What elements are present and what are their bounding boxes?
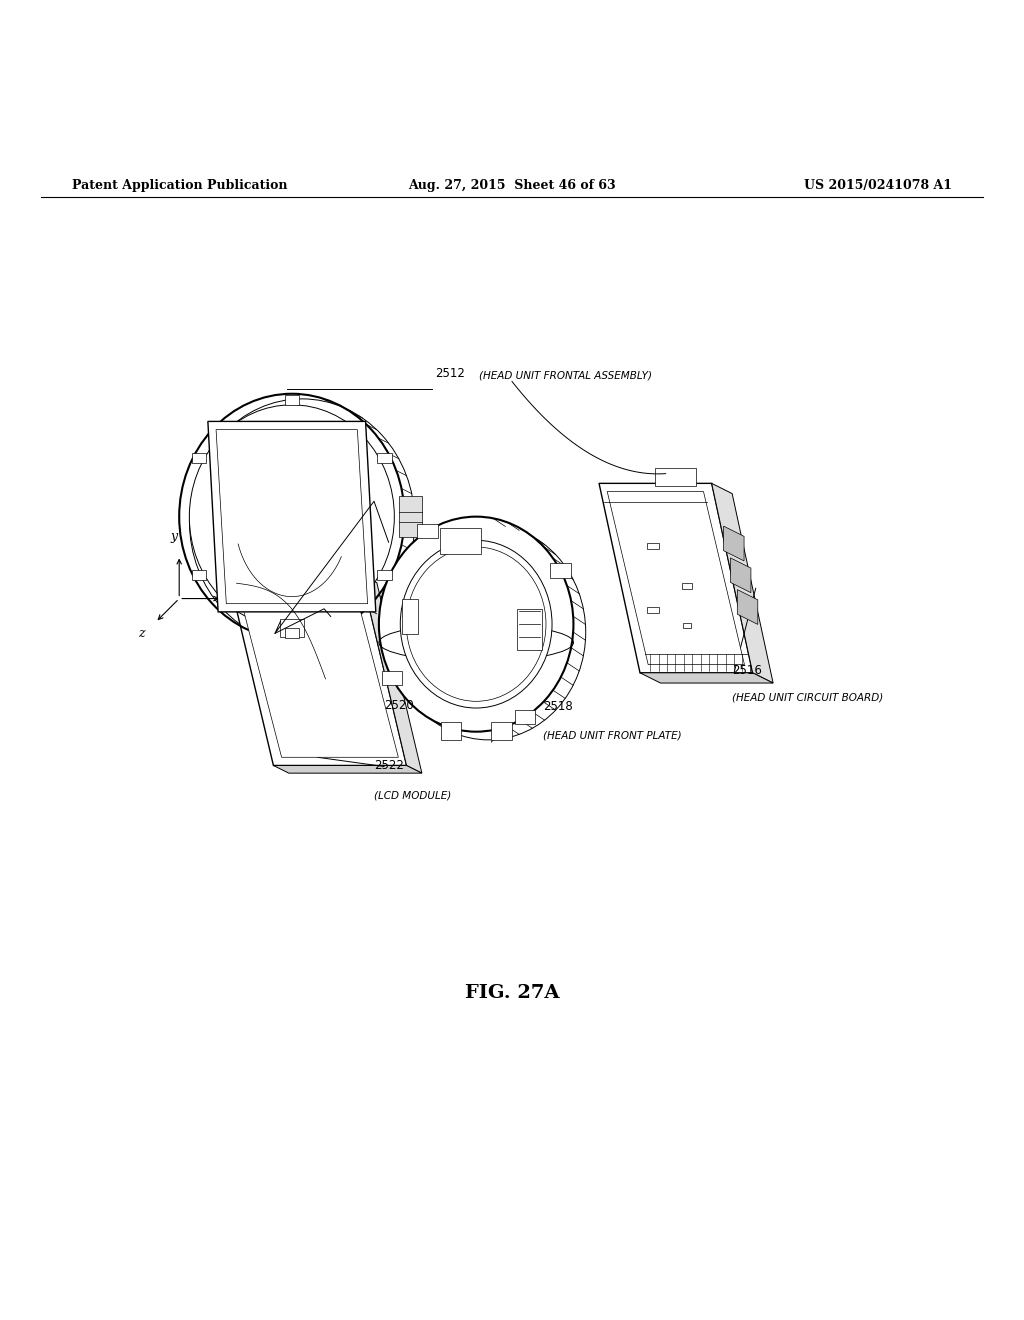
Polygon shape: [228, 576, 407, 766]
Polygon shape: [285, 395, 299, 405]
Bar: [440, 528, 481, 554]
Text: 2519: 2519: [471, 561, 501, 574]
Bar: [682, 583, 692, 589]
Bar: [517, 609, 542, 649]
Text: (HEAD UNIT FRONTAL ASSEMBLY): (HEAD UNIT FRONTAL ASSEMBLY): [479, 371, 652, 380]
Polygon shape: [599, 483, 753, 673]
Ellipse shape: [189, 405, 394, 628]
Text: x: x: [234, 593, 242, 605]
Polygon shape: [237, 583, 398, 758]
Bar: [492, 722, 512, 741]
Polygon shape: [737, 590, 758, 624]
Text: 2522: 2522: [374, 759, 403, 772]
Polygon shape: [515, 710, 536, 725]
Text: z: z: [138, 627, 145, 640]
Polygon shape: [712, 483, 773, 682]
Bar: [401, 598, 418, 635]
Text: 2512: 2512: [435, 367, 465, 380]
Bar: [399, 496, 422, 537]
Polygon shape: [418, 524, 438, 539]
Ellipse shape: [400, 540, 552, 708]
Text: (HEAD UNIT CIRCUIT BOARD): (HEAD UNIT CIRCUIT BOARD): [732, 693, 884, 702]
Text: y: y: [171, 531, 177, 544]
Bar: [683, 623, 691, 628]
Text: Aug. 27, 2015  Sheet 46 of 63: Aug. 27, 2015 Sheet 46 of 63: [409, 180, 615, 193]
Text: 2521: 2521: [425, 619, 455, 632]
Polygon shape: [640, 673, 773, 682]
Polygon shape: [193, 570, 207, 579]
Text: 2520: 2520: [384, 698, 414, 711]
Polygon shape: [285, 628, 299, 639]
Text: 2516: 2516: [732, 664, 762, 677]
Bar: [647, 544, 659, 549]
Text: US 2015/0241078 A1: US 2015/0241078 A1: [804, 180, 952, 193]
Text: FIG. 27A: FIG. 27A: [465, 983, 559, 1002]
Polygon shape: [724, 527, 744, 561]
Polygon shape: [607, 491, 744, 664]
Text: (LCD MODULE): (LCD MODULE): [374, 791, 451, 800]
Bar: [280, 619, 304, 638]
Polygon shape: [377, 453, 391, 463]
Polygon shape: [361, 576, 422, 774]
Ellipse shape: [379, 516, 573, 731]
Polygon shape: [208, 421, 376, 612]
Polygon shape: [730, 558, 751, 593]
Bar: [655, 469, 696, 487]
Text: (HEAD UNIT FRONT PLATE): (HEAD UNIT FRONT PLATE): [543, 731, 681, 741]
Text: Patent Application Publication: Patent Application Publication: [72, 180, 287, 193]
Polygon shape: [377, 570, 391, 579]
Polygon shape: [193, 453, 207, 463]
Polygon shape: [273, 766, 422, 774]
Text: 2517: 2517: [399, 607, 429, 620]
Polygon shape: [550, 564, 570, 578]
Bar: [647, 607, 659, 612]
Text: 2518: 2518: [543, 700, 572, 713]
Bar: [440, 722, 461, 741]
Polygon shape: [382, 671, 402, 685]
Polygon shape: [216, 429, 368, 603]
